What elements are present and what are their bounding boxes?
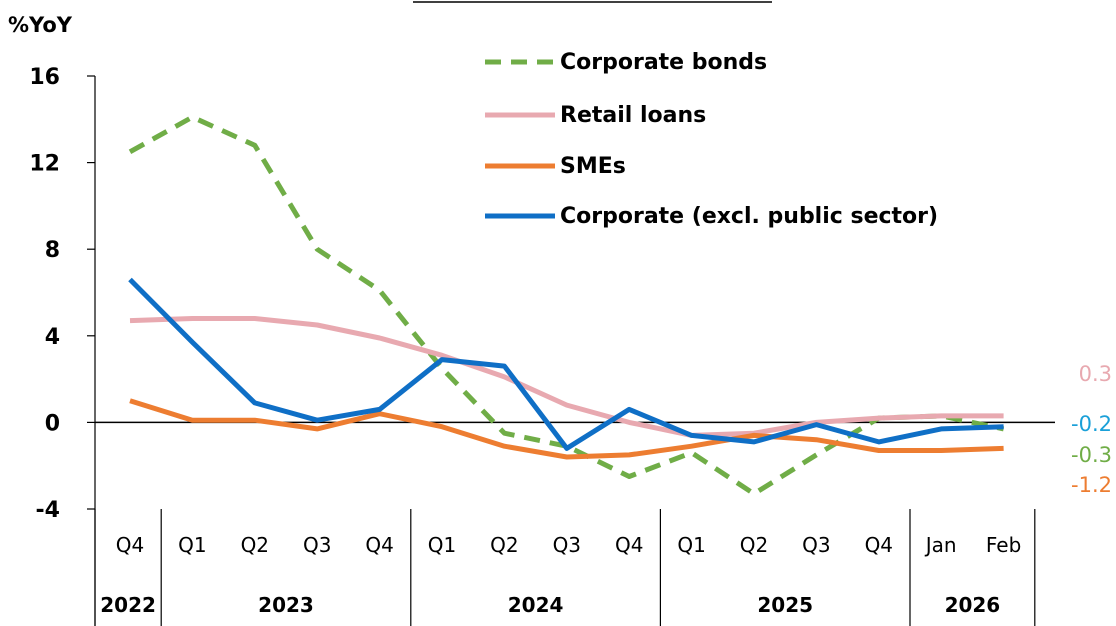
y-tick-label: 16 xyxy=(29,65,60,90)
legend: Corporate bonds Retail loans SMEs Corporate… xyxy=(485,50,938,229)
legend-label: Corporate (excl. public sector) xyxy=(560,204,938,229)
y-axis-unit-label: %YoY xyxy=(8,13,73,37)
x-group-label: 2022 xyxy=(100,593,156,617)
y-tick-label: 8 xyxy=(45,238,60,263)
series-end-label: -1.2 xyxy=(1071,473,1112,497)
x-tick-label: Q1 xyxy=(178,533,206,557)
series-line xyxy=(128,114,1005,497)
x-tick-label: Jan xyxy=(924,533,957,557)
x-tick-label: Feb xyxy=(986,533,1021,557)
x-group-label: 2024 xyxy=(508,593,564,617)
end-labels: 0.3 -0.2 -0.3 -1.2 xyxy=(1071,362,1112,497)
x-tick-label: Q3 xyxy=(802,533,830,557)
x-tick-label: Q4 xyxy=(365,533,393,557)
y-tick-label: 0 xyxy=(45,411,60,436)
x-tick-label: Q4 xyxy=(116,533,144,557)
legend-label: Retail loans xyxy=(560,103,706,128)
y-tick-label: 4 xyxy=(45,325,60,350)
x-group-label: 2023 xyxy=(258,593,314,617)
series-end-label: -0.2 xyxy=(1071,412,1112,436)
series-line xyxy=(128,277,1004,451)
x-tick-label: Q1 xyxy=(677,533,705,557)
x-group-label: 2026 xyxy=(945,593,1001,617)
series-line xyxy=(129,398,1004,460)
x-tick-label: Q1 xyxy=(428,533,456,557)
x-tick-label: Q2 xyxy=(490,533,518,557)
x-tick-label: Q2 xyxy=(740,533,768,557)
series-line xyxy=(129,316,1004,438)
legend-label: SMEs xyxy=(560,154,626,179)
x-tick-label: Q4 xyxy=(865,533,893,557)
x-tick-label: Q4 xyxy=(615,533,643,557)
series-end-label: -0.3 xyxy=(1071,443,1112,467)
y-tick-label: -4 xyxy=(36,498,60,523)
y-tick-label: 12 xyxy=(29,152,60,177)
x-tick-label: Q3 xyxy=(553,533,581,557)
legend-label: Corporate bonds xyxy=(560,50,767,75)
x-tick-label: Q2 xyxy=(241,533,269,557)
x-group-label: 2025 xyxy=(757,593,813,617)
series-end-label: 0.3 xyxy=(1079,362,1112,386)
series-layer xyxy=(128,114,1005,497)
x-tick-label: Q3 xyxy=(303,533,331,557)
axes: 16 12 8 4 0 -4 Q4 Q1 Q2 Q3 Q4 Q1 Q2 Q3 Q4 Q1 Q2 Q3 Q4 Jan Fe… xyxy=(29,65,1055,626)
